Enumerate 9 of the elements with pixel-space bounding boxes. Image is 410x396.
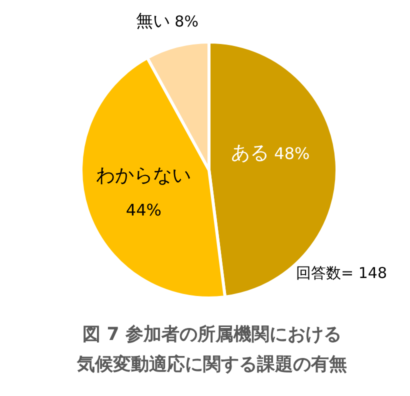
text: 図 7 参加者の所属機関における <box>82 324 342 345</box>
slice-label: わからない <box>96 164 192 187</box>
data-label: 8% <box>170 12 198 31</box>
slice-label: 無い <box>136 12 170 32</box>
slice-label: ある <box>231 142 270 164</box>
text: 回答数= 148 <box>296 264 387 282</box>
text: 気候変動適応に関する課題の有無 <box>76 354 347 375</box>
data-label: 44% <box>126 200 162 220</box>
data-label: 48% <box>269 143 310 162</box>
